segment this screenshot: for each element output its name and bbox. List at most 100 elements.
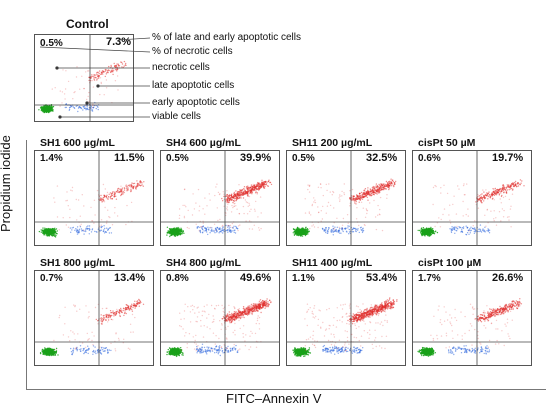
cell-dot (505, 192, 508, 194)
cell-dot (354, 227, 356, 230)
cell-dot (69, 208, 71, 210)
cell-dot (134, 186, 137, 188)
cell-dot (375, 185, 377, 187)
cell-dot (219, 227, 221, 229)
cell-dot (376, 185, 379, 187)
cell-dot (259, 187, 261, 189)
cell-dot (242, 192, 245, 195)
cell-dot (332, 190, 334, 193)
cell-dot (102, 71, 104, 74)
cell-dot (129, 348, 131, 350)
cell-dot (367, 191, 370, 193)
cell-dot (80, 350, 82, 352)
cell-dot (362, 192, 365, 194)
cell-dot (486, 193, 488, 195)
cell-dot (305, 226, 307, 228)
cell-dot (96, 79, 98, 81)
cell-dot (226, 229, 228, 232)
cell-dot (494, 187, 496, 190)
cell-dot (257, 216, 259, 218)
cell-dot (96, 74, 99, 76)
x-axis-line (26, 389, 546, 390)
cell-dot (94, 214, 96, 216)
cell-dot (307, 230, 309, 233)
cell-dot (184, 204, 186, 207)
cell-dot (372, 191, 374, 194)
cell-dot (432, 203, 434, 206)
cell-dot (359, 227, 362, 229)
cell-dot (343, 193, 346, 196)
cell-dot (72, 226, 75, 229)
cell-dot (430, 230, 432, 233)
cell-dot (92, 351, 94, 353)
cell-dot (347, 225, 349, 227)
cell-dot (100, 314, 102, 316)
cell-dot (330, 231, 332, 233)
cell-dot (70, 105, 72, 108)
cell-dot (354, 198, 356, 200)
cell-dot (385, 180, 388, 183)
cell-dot (100, 226, 103, 229)
cell-dot (105, 195, 108, 198)
cell-dot (341, 195, 343, 197)
cell-dot (87, 95, 89, 98)
cell-dot (48, 110, 50, 112)
cell-dot (234, 232, 237, 234)
cell-dot (54, 227, 56, 229)
cell-dot (364, 188, 367, 190)
x-axis-label: FITC–Annexin V (226, 391, 322, 406)
cell-dot (233, 196, 235, 198)
cell-dot (310, 214, 312, 216)
cell-dot (122, 307, 125, 309)
cell-dot (449, 228, 451, 230)
cell-dot (355, 200, 357, 203)
cell-dot (356, 194, 358, 196)
cell-dot (263, 181, 265, 183)
cell-dot (59, 105, 61, 107)
cell-dot (86, 106, 88, 108)
cell-dot (85, 305, 87, 307)
cell-dot (81, 342, 84, 344)
cell-dot (500, 202, 502, 204)
cell-dot (73, 333, 75, 335)
cell-dot (243, 212, 245, 215)
cell-dot (72, 106, 74, 108)
cell-dot (70, 189, 72, 191)
cell-dot (492, 191, 495, 193)
panel-scatter-plot (34, 270, 154, 366)
cell-dot (383, 183, 385, 185)
cell-dot (326, 189, 328, 192)
annotation-late-apoptotic: late apoptotic cells (152, 80, 235, 91)
cell-dot (127, 187, 129, 189)
y-axis-label: Propidium iodide (0, 135, 13, 232)
cell-dot (251, 187, 253, 189)
cell-dot (336, 226, 338, 228)
cell-dot (45, 234, 47, 236)
panel-scatter-svg (35, 271, 153, 365)
cell-dot (335, 230, 338, 232)
cell-dot (364, 216, 367, 218)
cell-dot (238, 212, 240, 215)
cell-dot (125, 62, 127, 65)
cell-dot (293, 228, 295, 231)
cell-dot (51, 353, 53, 356)
cell-dot (119, 188, 121, 190)
cell-dot (74, 305, 76, 308)
cell-dot (79, 345, 82, 347)
cell-dot (366, 209, 368, 211)
cell-dot (239, 224, 241, 226)
cell-dot (71, 186, 74, 189)
cell-dot (267, 180, 270, 183)
cell-dot (104, 318, 107, 321)
annotation-late-early-pct: % of late and early apoptotic cells (152, 32, 301, 43)
cell-dot (100, 352, 102, 354)
cell-dot (497, 189, 500, 191)
cell-dot (359, 194, 361, 197)
cell-dot (322, 194, 324, 197)
cell-dot (66, 191, 68, 193)
panel-ul-percent: 0.5% (166, 153, 189, 164)
cell-dot (366, 193, 368, 196)
cell-dot (83, 229, 85, 231)
cell-dot (240, 190, 242, 192)
cell-dot (104, 75, 107, 78)
